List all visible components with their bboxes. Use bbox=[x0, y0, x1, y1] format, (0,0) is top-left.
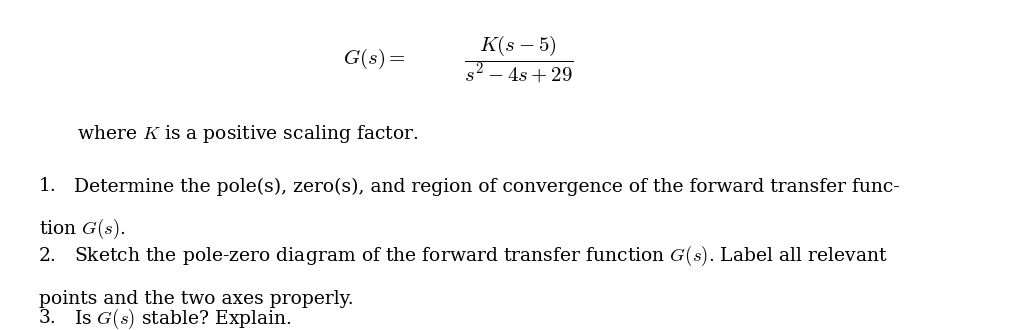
Text: where $K$ is a positive scaling factor.: where $K$ is a positive scaling factor. bbox=[77, 123, 419, 145]
Text: Sketch the pole-zero diagram of the forward transfer function $G(s)$. Label all : Sketch the pole-zero diagram of the forw… bbox=[74, 244, 888, 268]
Text: points and the two axes properly.: points and the two axes properly. bbox=[39, 290, 353, 308]
Text: tion $G(s)$.: tion $G(s)$. bbox=[39, 217, 126, 242]
Text: 3.: 3. bbox=[39, 310, 56, 327]
Text: Is $G(s)$ stable? Explain.: Is $G(s)$ stable? Explain. bbox=[74, 306, 292, 330]
Text: 2.: 2. bbox=[39, 247, 56, 265]
Text: Determine the pole(s), zero(s), and region of convergence of the forward transfe: Determine the pole(s), zero(s), and regi… bbox=[74, 177, 900, 196]
Text: $\dfrac{K(s-5)}{s^2 - 4s + 29}$: $\dfrac{K(s-5)}{s^2 - 4s + 29}$ bbox=[464, 34, 573, 85]
Text: 1.: 1. bbox=[39, 178, 56, 195]
Text: $G(s) = $: $G(s) = $ bbox=[343, 47, 406, 72]
